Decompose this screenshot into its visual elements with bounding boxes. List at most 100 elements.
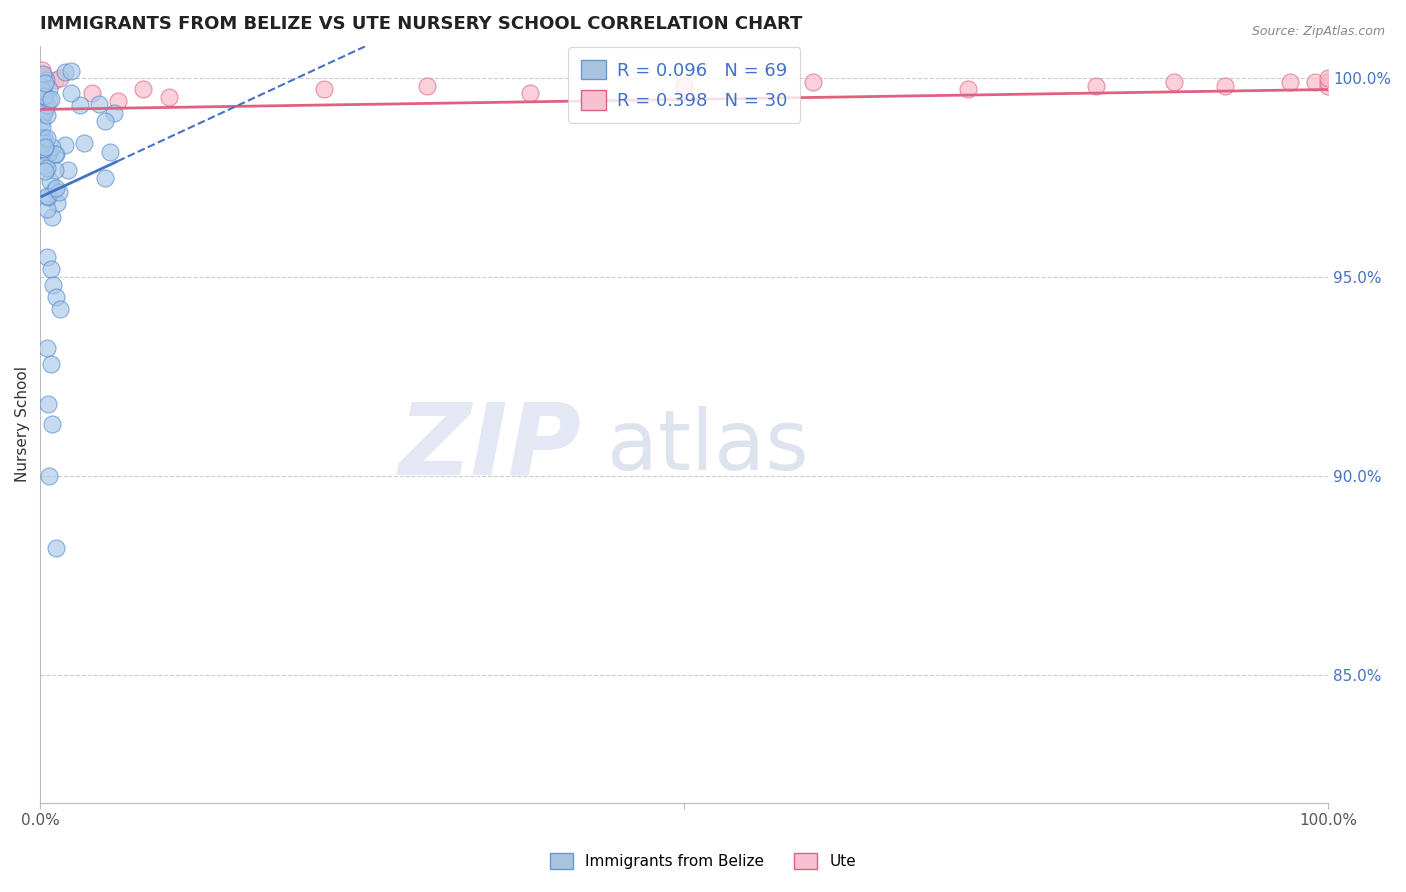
Point (956, 82, 979, 96)
Point (1317, 70, 1340, 85)
Point (38, 93, 60, 107)
Point (32, 92, 55, 106)
Point (89, 97, 111, 112)
Point (48, 185, 70, 199)
Point (37, 147, 59, 161)
Point (35, 72, 58, 87)
Point (1317, 74, 1340, 88)
Point (34, 140, 56, 154)
Point (93, 113, 115, 128)
Point (37, 397, 59, 411)
Point (31, 62, 53, 77)
Point (94, 171, 117, 186)
Point (34, 76, 56, 90)
Point (801, 74, 824, 88)
Point (34, 158, 56, 172)
Point (39, 261, 62, 276)
Point (1303, 74, 1326, 88)
Point (34, 164, 56, 178)
Point (416, 78, 439, 93)
Point (38, 468, 60, 483)
Point (107, 95, 129, 109)
Point (32, 97, 55, 112)
Point (46, 196, 69, 211)
Point (45, 147, 67, 161)
Point (1213, 78, 1236, 93)
Point (41, 417, 63, 431)
Point (1163, 74, 1185, 88)
Point (41, 210, 63, 224)
Point (48, 71, 70, 86)
Point (56, 163, 79, 178)
Point (69, 97, 91, 112)
Point (32, 67, 55, 81)
Point (32, 91, 55, 105)
Text: Source: ZipAtlas.com: Source: ZipAtlas.com (1251, 25, 1385, 38)
Point (32, 91, 55, 105)
Point (53, 138, 76, 153)
Point (42, 183, 65, 197)
Y-axis label: Nursery School: Nursery School (15, 366, 30, 482)
Point (45, 181, 67, 195)
Point (41, 92, 63, 106)
Point (31, 101, 53, 115)
Point (673, 78, 696, 93)
Text: atlas: atlas (607, 406, 808, 487)
Point (37, 145, 59, 160)
Point (31, 70, 53, 84)
Point (35, 202, 58, 216)
Point (37, 189, 59, 203)
Point (1085, 78, 1108, 93)
Point (32, 130, 55, 145)
Point (31, 67, 53, 81)
Point (48, 301, 70, 316)
Point (35, 342, 58, 356)
Point (31, 82, 53, 96)
Point (519, 87, 541, 101)
Legend: Immigrants from Belize, Ute: Immigrants from Belize, Ute (544, 847, 862, 875)
Point (35, 96, 58, 111)
Point (39, 357, 62, 371)
Point (35, 97, 58, 112)
Point (35, 250, 58, 264)
Point (34, 103, 56, 117)
Point (38, 81, 60, 95)
Point (32, 104, 55, 119)
Text: IMMIGRANTS FROM BELIZE VS UTE NURSERY SCHOOL CORRELATION CHART: IMMIGRANTS FROM BELIZE VS UTE NURSERY SC… (41, 15, 803, 33)
Point (37, 146, 59, 161)
Point (31, 114, 53, 128)
Point (80, 87, 103, 101)
Point (31, 85, 53, 99)
Point (60, 63, 83, 78)
Point (31, 81, 53, 95)
Legend: R = 0.096   N = 69, R = 0.398   N = 30: R = 0.096 N = 69, R = 0.398 N = 30 (568, 47, 800, 123)
Point (44, 147, 66, 161)
Point (45, 290, 67, 304)
Point (1278, 74, 1301, 88)
Point (132, 82, 155, 96)
Point (45, 541, 67, 555)
Point (103, 106, 125, 120)
Point (35, 131, 58, 145)
Point (37, 161, 59, 175)
Point (44, 163, 66, 178)
Point (32, 89, 55, 103)
Point (31, 130, 53, 145)
Point (32, 106, 55, 120)
Point (31, 120, 53, 135)
Point (41, 140, 63, 154)
Text: ZIP: ZIP (398, 399, 581, 495)
Point (1317, 78, 1340, 93)
Point (34, 142, 56, 156)
Point (60, 87, 83, 101)
Point (312, 82, 335, 96)
Point (37, 190, 59, 204)
Point (53, 65, 76, 79)
Point (44, 72, 66, 87)
Point (98, 145, 121, 159)
Point (35, 108, 58, 122)
Point (42, 277, 65, 292)
Point (31, 136, 53, 151)
Point (38, 174, 60, 188)
Point (157, 90, 180, 104)
